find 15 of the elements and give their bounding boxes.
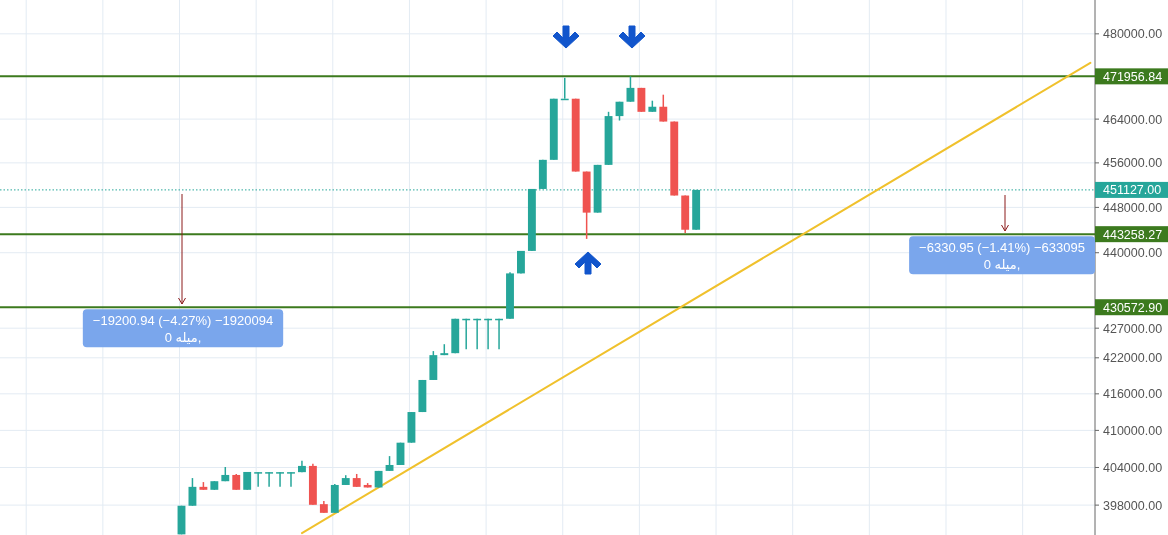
y-tick-label: 416000.00	[1103, 387, 1163, 402]
y-tick-label: 398000.00	[1103, 498, 1163, 513]
ref-line-label: 471956.84	[1103, 69, 1163, 84]
y-tick-label: 480000.00	[1103, 27, 1163, 42]
ref-line-label: 430572.90	[1103, 300, 1163, 315]
y-tick-label: 410000.00	[1103, 423, 1163, 438]
y-tick-label: 440000.00	[1103, 246, 1163, 261]
y-tick-label: 427000.00	[1103, 321, 1163, 336]
y-tick-label: 464000.00	[1103, 112, 1163, 127]
y-tick-label: 422000.00	[1103, 351, 1163, 366]
y-tick-label: 448000.00	[1103, 200, 1163, 215]
y-tick-label: 456000.00	[1103, 156, 1163, 171]
ref-line-label: 443258.27	[1103, 227, 1163, 242]
y-tick-label: 404000.00	[1103, 460, 1163, 475]
ref-line-label: 451127.00	[1103, 183, 1162, 198]
